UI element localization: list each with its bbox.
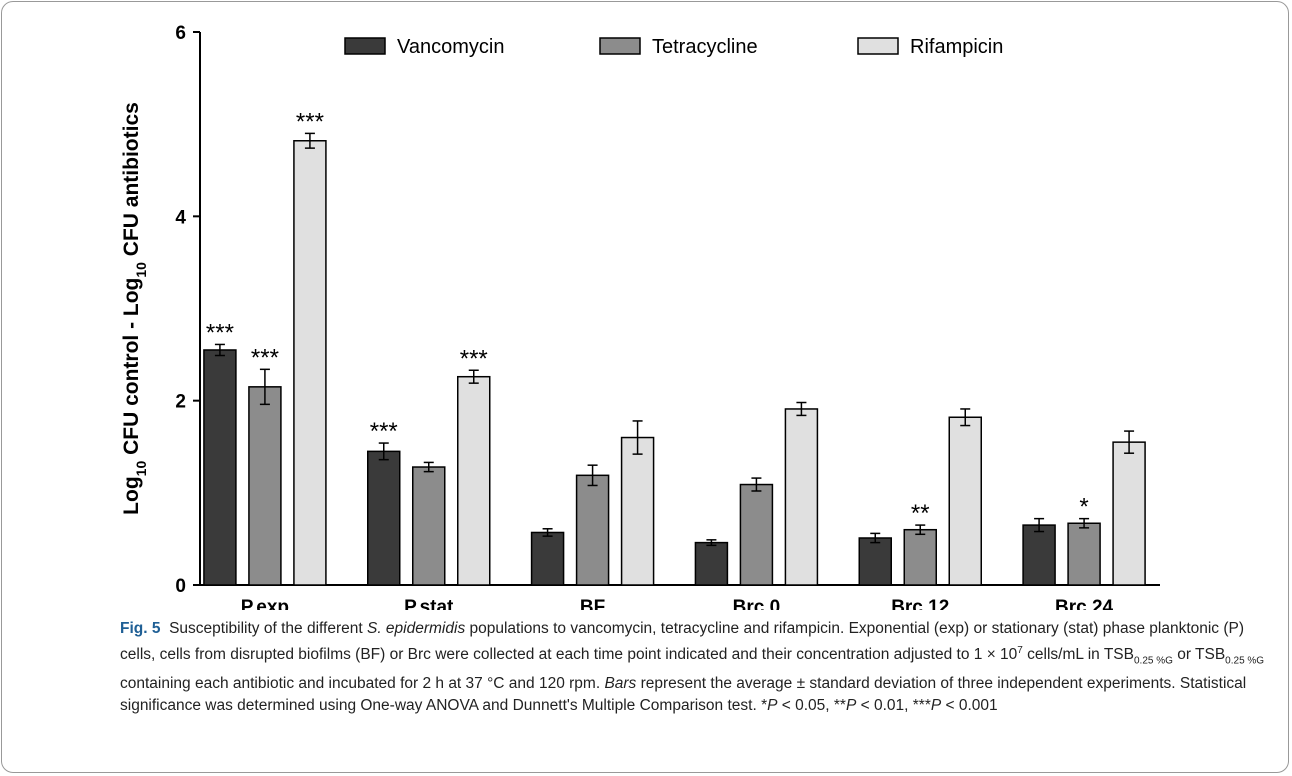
x-tick-label: Brc.24: [1055, 597, 1114, 610]
error-bar: [960, 408, 971, 427]
significance-label: **: [911, 500, 930, 527]
y-axis-label-part: 10: [133, 461, 149, 477]
significance-label: ***: [460, 345, 488, 372]
caption-segment: P: [930, 697, 942, 715]
caption-segment: < 0.05, **: [777, 697, 846, 715]
y-axis-label-part: CFU antibiotics: [120, 102, 143, 262]
error-bar: [259, 368, 270, 406]
bar: [367, 450, 401, 586]
caption-segment: S. epidermidis: [366, 620, 466, 637]
caption-segment: < 0.01, ***: [856, 697, 931, 715]
caption-segment: P: [845, 697, 857, 715]
y-axis-label-part: 10: [133, 262, 149, 278]
bar: [694, 541, 729, 586]
significance-label: ***: [206, 319, 234, 346]
bar: [248, 386, 282, 586]
y-tick-label: 0: [175, 576, 186, 597]
y-tick-label: 4: [175, 207, 186, 228]
bar: [858, 537, 892, 586]
error-bar: [706, 539, 717, 547]
error-bar: [751, 477, 762, 492]
error-bar: [632, 420, 643, 455]
caption-segment: or TSB: [1172, 646, 1226, 664]
x-tick-label: P.stat: [404, 597, 454, 610]
caption-segment: 0.25 %G: [1133, 655, 1173, 667]
caption-segment: Fig. 5: [120, 620, 161, 637]
legend-swatch: [857, 37, 899, 55]
caption-segment: cells/mL in TSB: [1022, 646, 1134, 664]
error-bar: [587, 464, 598, 487]
bar: [620, 436, 655, 586]
significance-label: ***: [296, 108, 324, 135]
legend-swatch: [344, 37, 386, 55]
x-tick-label: Brc.0: [733, 597, 781, 610]
x-tick-label: P.exp: [241, 597, 289, 610]
y-axis-label: Log10 CFU control - Log10 CFU antibiotic…: [120, 102, 149, 515]
bar: [784, 408, 819, 586]
error-bar: [1124, 430, 1135, 454]
bar: [293, 140, 327, 586]
caption-segment: containing each antibiotic and incubated…: [120, 646, 1269, 692]
error-bar: [304, 132, 315, 149]
legend-label: Vancomycin: [397, 36, 504, 58]
error-bar: [378, 442, 389, 461]
bar: [903, 528, 937, 586]
caption-segment: represent the average ± standard deviati…: [120, 674, 1251, 715]
y-axis-label-part: CFU control - Log: [120, 278, 143, 461]
bar: [530, 531, 565, 586]
caption-segment: Susceptibility of the different: [160, 620, 367, 637]
caption-segment: P: [767, 697, 778, 715]
bar: [948, 416, 982, 586]
x-tick-label: Brc.12: [891, 597, 949, 610]
bar: [1022, 524, 1056, 586]
bar: [575, 474, 610, 586]
y-axis-label-part: Log: [120, 476, 143, 514]
error-bar: [1034, 517, 1045, 533]
error-bar: [542, 528, 553, 537]
bar: [1112, 441, 1146, 586]
error-bar: [214, 343, 225, 357]
legend-label: Tetracycline: [652, 36, 758, 58]
bar: [457, 375, 491, 586]
caption-segment: 7: [1017, 645, 1023, 657]
significance-label: ***: [251, 344, 279, 371]
caption-segment: populations to vancomycin, tetracycline …: [120, 620, 1249, 664]
bar: [1067, 522, 1101, 586]
bar: [739, 483, 774, 586]
y-tick-label: 6: [175, 23, 186, 44]
significance-label: *: [1079, 494, 1088, 521]
error-bar: [423, 461, 434, 473]
caption-segment: < 0.001: [941, 697, 998, 715]
error-bar: [468, 369, 479, 384]
error-bar: [870, 532, 881, 544]
x-tick-label: BF: [580, 597, 605, 610]
caption: Fig. 5 Susceptibility of the different S…: [120, 618, 1280, 717]
caption-segment: Bars: [604, 674, 637, 692]
y-tick-label: 2: [175, 392, 186, 413]
significance-label: ***: [370, 418, 398, 445]
bar: [412, 466, 446, 586]
bar: [203, 349, 237, 586]
error-bar: [915, 524, 926, 536]
caption-segment: 0.25 %G: [1225, 655, 1265, 667]
error-bar: [1079, 517, 1090, 529]
error-bar: [796, 401, 807, 417]
legend-swatch: [599, 37, 641, 55]
legend-label: Rifampicin: [910, 36, 1003, 58]
